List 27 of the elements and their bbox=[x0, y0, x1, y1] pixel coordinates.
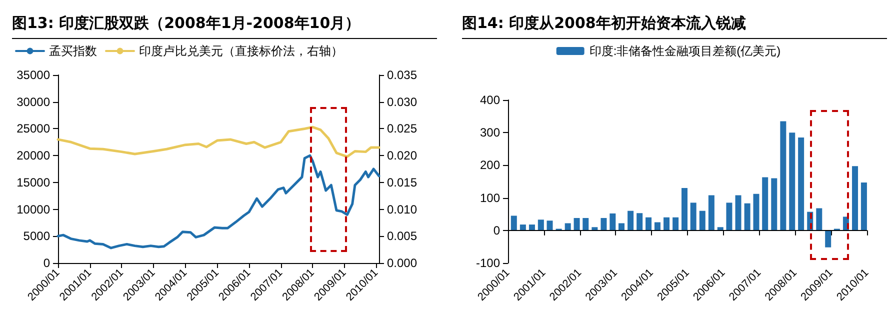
chart-title: 图13: 印度汇股双跌（2008年1月-2008年10月） bbox=[12, 14, 437, 39]
y-tick-label: 30000 bbox=[16, 94, 50, 109]
y-tick-label: 10000 bbox=[16, 202, 50, 216]
y-tick-label: 15000 bbox=[16, 175, 50, 190]
y-tick-label: 100 bbox=[480, 190, 500, 205]
y2-tick-label: 0.030 bbox=[387, 94, 418, 109]
y-tick-label: 35000 bbox=[16, 68, 50, 82]
y-tick-label: 400 bbox=[480, 93, 500, 107]
legend-label: 印度卢比兑美元（直接标价法，右轴） bbox=[139, 44, 343, 58]
y2-tick-label: 0.015 bbox=[387, 175, 418, 190]
legend-label: 印度:非储备性金融项目差额(亿美元) bbox=[589, 44, 781, 58]
y-tick-label: 20000 bbox=[16, 148, 50, 163]
y-tick-label: 25000 bbox=[16, 122, 50, 136]
chart-title: 图14: 印度从2008年初开始资本流入锐减 bbox=[462, 14, 887, 39]
y2-tick-label: 0.025 bbox=[387, 122, 418, 136]
y2-tick-label: 0.005 bbox=[387, 229, 418, 244]
y-tick-label: 200 bbox=[480, 158, 500, 172]
y-tick-label: 0 bbox=[43, 256, 50, 270]
y2-tick-label: 0.010 bbox=[387, 202, 418, 216]
y2-tick-label: 0.000 bbox=[387, 256, 418, 270]
y-tick-label: -100 bbox=[476, 256, 500, 270]
y-tick-label: 5000 bbox=[23, 229, 50, 244]
y2-tick-label: 0.035 bbox=[387, 68, 418, 82]
legend-label: 孟买指数 bbox=[49, 44, 97, 58]
y2-tick-label: 0.020 bbox=[387, 148, 418, 163]
y-tick-label: 300 bbox=[480, 126, 500, 140]
y-tick-label: 0 bbox=[493, 223, 500, 238]
